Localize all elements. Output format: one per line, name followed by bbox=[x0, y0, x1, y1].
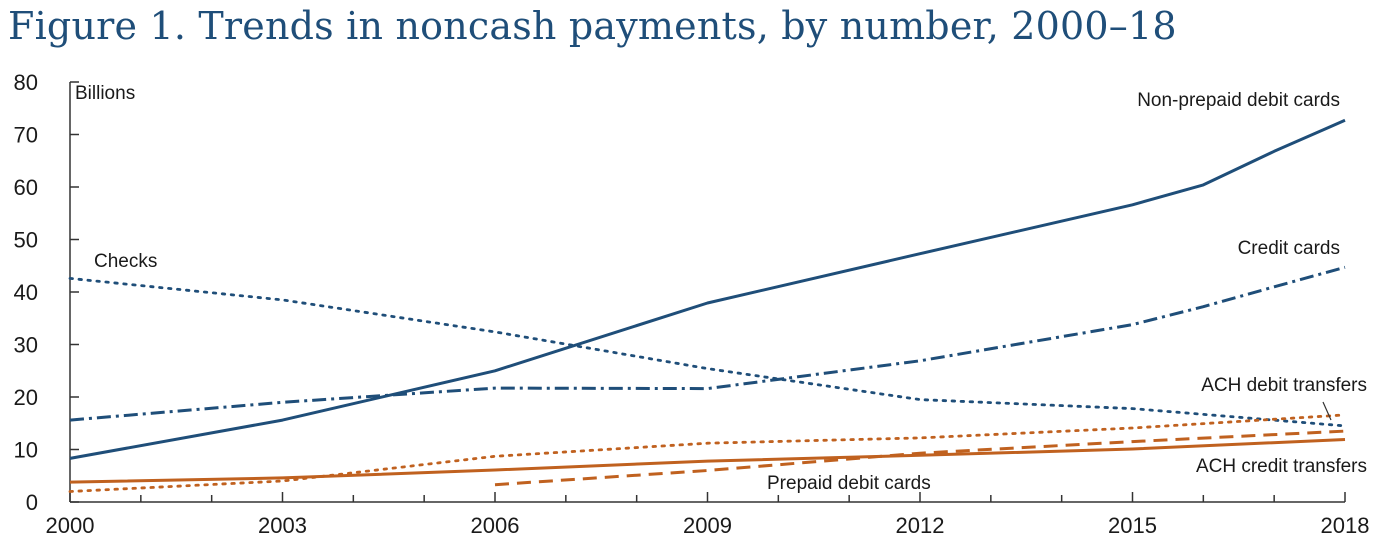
x-tick-label: 2012 bbox=[896, 513, 945, 538]
series-label-prepaid-debit-cards: Prepaid debit cards bbox=[767, 473, 931, 494]
y-tick-label: 10 bbox=[14, 438, 38, 463]
series-lines bbox=[68, 118, 1347, 493]
x-tick-label: 2018 bbox=[1321, 513, 1370, 538]
series-line-ach-debit-transfers bbox=[68, 413, 1347, 493]
series-label-non-prepaid-debit-cards: Non-prepaid debit cards bbox=[1137, 90, 1340, 111]
series-line-credit-cards bbox=[69, 265, 1346, 422]
y-axis-title: Billions bbox=[75, 83, 135, 104]
x-tick-label: 2006 bbox=[471, 513, 520, 538]
y-tick-label: 30 bbox=[14, 333, 38, 358]
series-label-checks: Checks bbox=[94, 251, 157, 272]
series-labels: Non-prepaid debit cards Credit cards Check… bbox=[94, 90, 1367, 494]
y-tick-label: 20 bbox=[14, 385, 38, 410]
series-label-ach-debit-transfers: ACH debit transfers bbox=[1201, 375, 1367, 396]
series-label-credit-cards: Credit cards bbox=[1238, 238, 1340, 259]
y-tick-label: 40 bbox=[14, 280, 38, 305]
x-tick-label: 2015 bbox=[1108, 513, 1157, 538]
series-line-checks bbox=[68, 276, 1347, 428]
series-line-non-prepaid-debit-cards bbox=[69, 118, 1346, 460]
x-tick-label: 2003 bbox=[258, 513, 307, 538]
y-tick-label: 70 bbox=[14, 123, 38, 148]
x-tick-label: 2009 bbox=[683, 513, 732, 538]
series-label-ach-credit-transfers: ACH credit transfers bbox=[1196, 456, 1367, 477]
series-line-ach-credit-transfers bbox=[69, 438, 1346, 484]
y-tick-label: 0 bbox=[26, 490, 38, 515]
chart-title: Figure 1. Trends in noncash payments, by… bbox=[8, 4, 1177, 48]
x-tick-label: 2000 bbox=[46, 513, 95, 538]
y-tick-label: 60 bbox=[14, 175, 38, 200]
axes: 0 10 20 30 40 50 60 70 80 Billions 2000 2003 2006 200… bbox=[14, 70, 1370, 538]
series-line-prepaid-debit-cards bbox=[494, 429, 1346, 487]
y-tick-label: 80 bbox=[14, 70, 38, 95]
y-tick-label: 50 bbox=[14, 228, 38, 253]
ach-debit-leader-line bbox=[1322, 401, 1332, 421]
